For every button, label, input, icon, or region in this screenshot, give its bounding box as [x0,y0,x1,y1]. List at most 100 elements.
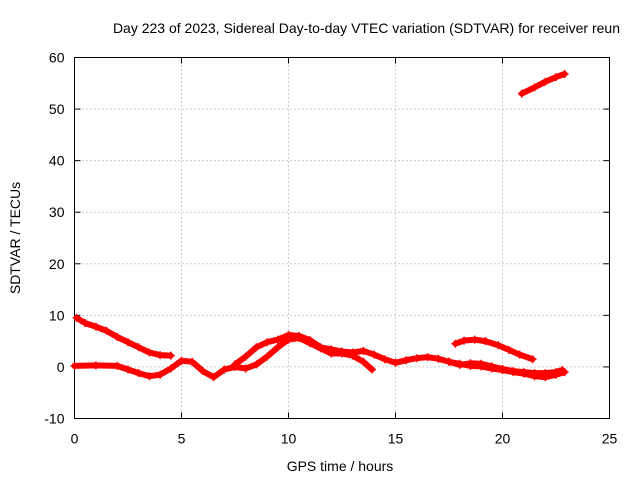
x-tick-label: 20 [495,431,511,447]
data-point-marker [466,359,475,368]
data-point-marker [391,358,400,367]
data-point-marker [316,343,325,352]
x-tick-label: 0 [71,431,79,447]
series-band [73,314,174,359]
series-track-upper-morning [72,313,175,360]
data-point-marker [348,348,357,357]
data-point-marker [412,354,421,363]
data-point-marker [494,341,503,350]
y-tick-label: 60 [49,50,65,66]
data-series [70,70,569,382]
data-point-marker [231,360,239,369]
y-tick-label: 20 [49,256,65,272]
data-point-marker [327,345,336,354]
series-band [452,336,536,363]
data-point-marker [284,331,293,339]
data-point-marker [124,365,132,374]
data-point-marker [455,360,464,369]
x-axis-label: GPS time / hours [287,458,394,474]
data-point-marker [252,343,261,352]
data-point-marker [445,357,453,366]
data-point-marker [517,89,526,98]
data-point-marker [552,73,560,82]
data-point-marker [402,356,411,365]
data-point-marker [124,338,132,347]
data-point-marker [541,369,550,378]
data-point-marker [434,354,443,363]
data-point-marker [220,365,229,374]
data-point-marker [541,77,550,86]
data-point-marker [528,355,537,364]
axis-ticks: 0 5 10 15 20 25 -10 0 10 20 30 40 50 60 [44,50,617,447]
data-point-marker [156,370,165,379]
data-point-marker [198,367,207,376]
data-point-marker [252,360,261,369]
data-point-marker [560,70,569,78]
data-point-marker [487,362,496,371]
data-point-marker [552,368,560,377]
data-point-marker [70,361,79,370]
y-axis-label: SDTVAR / TECUs [7,182,23,294]
data-point-marker [241,352,250,361]
data-point-marker [359,357,368,366]
series-track-high-outlier [517,70,569,98]
data-point-marker [81,319,90,328]
data-point-marker [241,364,250,373]
series-track-baseline [70,334,376,382]
data-point-marker [558,366,567,374]
data-point-marker [519,368,528,377]
y-tick-label: 40 [49,153,65,169]
y-tick-label: 0 [57,359,65,375]
data-point-marker [530,83,539,92]
data-point-marker [263,352,272,361]
data-point-marker [166,351,175,360]
data-point-marker [113,361,122,370]
series-track-evening-arc [451,335,537,364]
data-point-marker [530,369,539,378]
data-point-marker [504,345,513,354]
data-point-marker [102,326,111,335]
data-point-marker [113,333,122,341]
data-point-marker [295,332,304,340]
data-point-marker [515,350,524,359]
data-point-marker [481,337,490,346]
data-point-marker [305,336,314,345]
grid [74,57,610,419]
data-point-marker [166,364,175,373]
data-point-marker [423,353,432,362]
x-tick-label: 5 [178,431,186,447]
data-point-marker [273,335,282,344]
data-point-marker [209,373,218,382]
data-point-marker [263,338,272,347]
data-point-marker [91,322,100,331]
x-tick-label: 15 [388,431,404,447]
data-point-marker [451,339,460,348]
y-tick-label: 10 [49,307,65,323]
data-point-marker [380,355,389,364]
data-point-marker [460,336,468,345]
y-tick-label: 30 [49,204,65,220]
data-point-marker [477,359,486,368]
series-band [71,335,375,381]
data-point-marker [509,367,518,376]
data-point-marker [156,351,165,360]
x-tick-label: 10 [281,431,297,447]
data-point-marker [273,343,282,352]
data-point-marker [368,365,376,374]
data-point-marker [177,356,186,365]
y-tick-label: -10 [44,411,64,427]
data-point-marker [338,347,346,356]
y-tick-label: 50 [49,101,65,117]
data-point-marker [470,335,479,344]
data-point-marker [145,348,154,357]
data-point-marker [91,361,100,370]
data-point-marker [188,357,197,366]
series-track-evening-low [445,357,567,378]
plot-frame [74,57,610,419]
data-point-marker [134,343,143,352]
data-point-marker [72,313,81,322]
chart-title: Day 223 of 2023, Sidereal Day-to-day VTE… [113,20,620,36]
data-point-marker [498,365,507,373]
x-tick-label: 25 [602,431,618,447]
